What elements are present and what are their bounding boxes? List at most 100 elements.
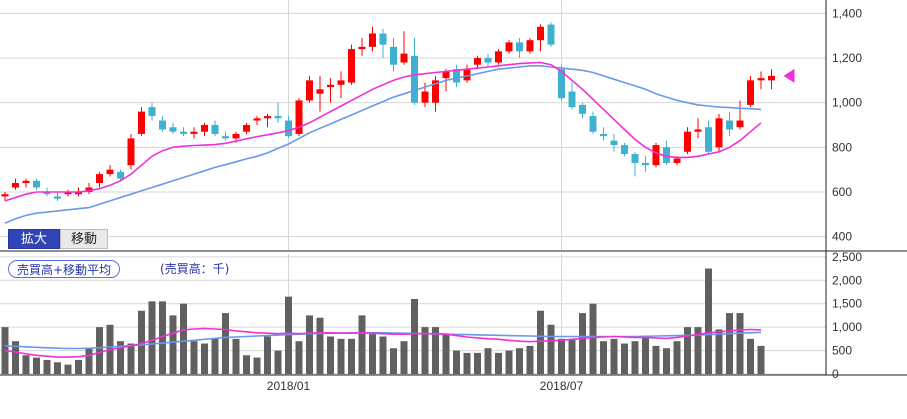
candle [537, 24, 544, 52]
price-tick-label: 1,200 [832, 51, 862, 65]
candle-body [768, 75, 775, 81]
candle-body [253, 118, 261, 121]
volume-bar [337, 338, 345, 374]
candle-body [537, 26, 544, 41]
candle [600, 127, 607, 141]
volume-bar [463, 352, 471, 374]
candle [253, 116, 261, 125]
candle-body [54, 196, 61, 199]
candle-body [474, 58, 481, 65]
candle-body [421, 91, 429, 103]
price-ma-short-line [4, 61, 762, 202]
candle-body [327, 84, 334, 88]
candle-body [579, 104, 586, 114]
candle-body [663, 147, 670, 163]
candle-body [484, 58, 492, 63]
candle [453, 64, 460, 88]
volume-bar [589, 303, 597, 374]
candle-body [117, 171, 124, 179]
volume-bar [295, 341, 303, 374]
volume-legend: 売買高+移動平均 [8, 260, 121, 278]
candle [495, 49, 502, 65]
candle-body [316, 89, 324, 94]
volume-bar [526, 345, 534, 374]
candle-body [631, 154, 639, 163]
candle-body [400, 53, 408, 63]
price-tick-label: 1,000 [832, 96, 862, 110]
volume-bar [484, 348, 492, 374]
volume-bar [390, 348, 397, 374]
volume-bar [736, 313, 744, 374]
volume-bar [138, 310, 145, 374]
candle-body [642, 162, 649, 166]
candle-body [495, 51, 502, 63]
candle-body [159, 120, 166, 130]
candle [589, 111, 597, 134]
candle [369, 26, 376, 52]
candle-body [96, 174, 103, 184]
candle-body [148, 107, 156, 117]
candle [327, 78, 334, 103]
volume-bar [1, 327, 9, 374]
candle [526, 37, 534, 54]
volume-bar [243, 355, 250, 374]
volume-bar [22, 355, 30, 374]
candle [463, 64, 471, 83]
candle [148, 102, 156, 121]
volume-bar [169, 315, 177, 374]
candle [33, 178, 40, 190]
volume-bar [379, 336, 387, 374]
candle-body [295, 100, 303, 134]
candle [400, 31, 408, 65]
candle [579, 102, 586, 119]
candle [390, 37, 397, 72]
candle-body [75, 191, 82, 195]
candle-body [747, 80, 754, 105]
candle [169, 122, 177, 134]
volume-bar [369, 334, 376, 374]
candle [211, 120, 219, 137]
candle-body [463, 69, 471, 81]
volume-bar [694, 327, 702, 374]
candle [631, 151, 639, 177]
volume-bar [432, 327, 439, 374]
volume-bar [96, 327, 103, 374]
date-tick-label: 2018/07 [540, 379, 584, 393]
candle-body [726, 120, 733, 130]
date-tick-label: 2018/01 [267, 379, 311, 393]
candle-body [715, 118, 723, 148]
candle-body [379, 33, 387, 45]
candle [180, 127, 187, 137]
volume-bar [453, 350, 460, 374]
candle [411, 37, 418, 105]
candle [621, 142, 628, 157]
candle-body [337, 80, 345, 85]
volume-bar [673, 341, 681, 374]
candle-body [705, 127, 712, 152]
candle [547, 22, 555, 47]
move-button[interactable]: 移動 [60, 229, 108, 249]
candle-body [505, 42, 513, 52]
volume-bar [348, 338, 355, 374]
volume-bar [253, 357, 261, 374]
volume-bar [264, 336, 271, 374]
candle [159, 116, 166, 132]
candle [22, 178, 30, 188]
volume-bar [127, 343, 135, 374]
candle-body [547, 24, 555, 45]
candle-body [127, 138, 135, 166]
candle-body [1, 194, 9, 197]
price-ma-long-line [4, 65, 762, 224]
volume-bar [75, 359, 82, 374]
candle-body [169, 127, 177, 132]
volume-bar [505, 350, 513, 374]
candle-body [285, 120, 292, 137]
candle-body [610, 140, 618, 146]
candle-body [106, 169, 114, 175]
zoom-button[interactable]: 拡大 [8, 229, 60, 249]
volume-bar [54, 362, 61, 374]
candle [432, 75, 439, 112]
volume-bar [211, 338, 219, 374]
candle-body [621, 145, 628, 155]
